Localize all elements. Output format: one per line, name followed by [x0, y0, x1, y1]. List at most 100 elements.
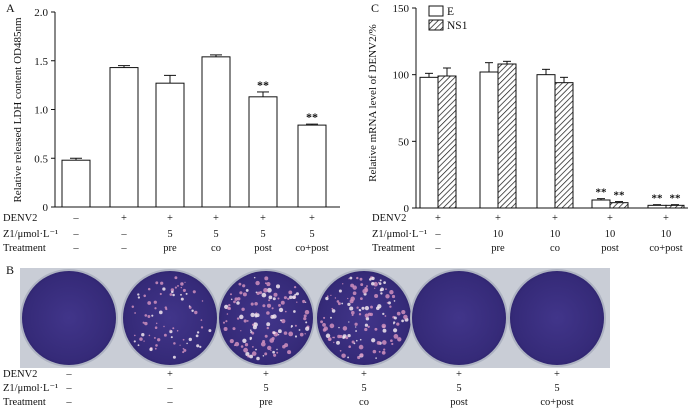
plaque-spot	[347, 333, 351, 338]
plaque-spot	[283, 331, 288, 335]
panel-c-bar-ns1	[497, 63, 517, 209]
plaque-spot	[251, 351, 257, 356]
plaque-spot	[383, 281, 386, 284]
plaque-spot	[364, 323, 368, 327]
plaque-spot	[270, 314, 275, 319]
plaque-spot	[393, 321, 396, 324]
plaque-spot	[331, 307, 334, 310]
panel-c-row-cell: –	[434, 243, 441, 254]
panel-a-row-cell: +	[167, 213, 173, 224]
panel-b-row-cell: –	[166, 383, 173, 394]
plaque-spot	[384, 315, 387, 317]
panel-c-row-cell: +	[552, 213, 558, 224]
panel-c-row-label: Treatment	[372, 243, 415, 254]
plaque-spot	[284, 310, 287, 313]
plaque-spot	[389, 305, 392, 308]
panel-b-row-cell: –	[65, 369, 72, 380]
plaque-spot	[358, 344, 364, 350]
plaque-spot	[254, 313, 257, 316]
plaque-spot	[155, 281, 159, 285]
plaque-spot	[304, 301, 307, 303]
plaque-spot	[184, 281, 186, 283]
plaque-spot	[361, 306, 365, 310]
plaque-spot	[250, 302, 254, 306]
well-stain	[412, 271, 506, 365]
panel-a-condition-table: DENV2 – + + + + + Z1/μmol·L⁻¹ – – 5 5 5 5 Treatment – – p…	[3, 213, 329, 254]
plaque-spot	[280, 319, 282, 322]
plaque-spot	[191, 309, 194, 312]
plaque-spot	[254, 302, 258, 306]
plaque-spot	[374, 287, 376, 289]
plaque-spot	[169, 329, 172, 332]
plaque-spot	[305, 321, 308, 324]
plaque-spot	[239, 291, 243, 295]
plaque-spot	[386, 302, 389, 304]
plaque-spot	[266, 289, 268, 291]
panel-b-row-cell: 5	[361, 383, 366, 394]
panel-c-row-cell: +	[435, 213, 441, 224]
panel-b-label: B	[6, 263, 14, 277]
panel-a-row-cell: +	[121, 213, 127, 224]
plaque-spot	[269, 338, 275, 343]
plaque-spot	[393, 300, 396, 302]
panel-b-row-label: Z1/μmol·L⁻¹	[3, 383, 58, 394]
plaque-spot	[259, 291, 263, 295]
panel-b-row-cell: 5	[554, 383, 559, 394]
plaque-spot	[359, 277, 363, 281]
panel-c-bar-ns1	[609, 202, 629, 209]
plaque-spot	[154, 326, 158, 329]
plaque-spot	[370, 305, 373, 309]
plaque-spot	[390, 339, 393, 343]
plaque-well	[20, 269, 118, 367]
panel-a-y-tick-label: 2.0	[34, 7, 48, 19]
panel-c-row-cell: 10	[605, 229, 616, 240]
plaque-spot	[336, 340, 340, 345]
plaque-spot	[351, 314, 354, 317]
plaque-spot	[355, 339, 358, 342]
plaque-spot	[222, 321, 226, 324]
plaque-spot	[362, 288, 368, 294]
plaque-spot	[249, 338, 252, 341]
plaque-spot	[250, 312, 255, 318]
plaque-spot	[137, 293, 140, 296]
plaque-spot	[342, 326, 348, 331]
plaque-spot	[387, 301, 391, 305]
plaque-spot	[169, 293, 173, 296]
panel-b-row-cell: 5	[263, 383, 268, 394]
plaque-spot	[179, 344, 181, 346]
panel-c-ticks: 0 50 100 150	[393, 3, 416, 215]
plaque-spot	[158, 310, 163, 315]
plaque-spot	[341, 302, 344, 305]
panel-c-bar-e	[647, 204, 667, 209]
plaque-spot	[347, 302, 351, 307]
panel-c-y-tick-label: 0	[404, 203, 410, 215]
plaque-spot	[247, 355, 250, 357]
plaque-spot	[278, 303, 281, 307]
plaque-spot	[236, 301, 240, 305]
plaque-spot	[147, 301, 152, 305]
panel-a-significance: **	[306, 110, 318, 124]
plaque-spot	[376, 340, 381, 345]
panel-a-row-cell: +	[213, 213, 219, 224]
well-stain	[219, 271, 313, 365]
plaque-spot	[238, 282, 242, 286]
panel-a-bar	[155, 82, 185, 208]
plaque-spot	[374, 327, 378, 331]
plaque-well	[121, 269, 219, 367]
panel-a-y-tick-label: 1.0	[34, 105, 48, 117]
panel-a-bar	[248, 96, 278, 208]
plaque-spot	[403, 314, 408, 320]
plaque-spot	[208, 329, 212, 333]
plaque-spot	[196, 344, 200, 348]
panel-c-row-label: DENV2	[372, 213, 406, 224]
plaque-spot	[350, 283, 355, 288]
plaque-spot	[391, 294, 396, 299]
plaque-spot	[355, 330, 358, 332]
panel-c-significance: **	[652, 193, 664, 205]
well-stain	[510, 271, 604, 365]
plaque-spot	[244, 343, 249, 347]
plaque-spot	[277, 329, 282, 334]
plaque-spot	[196, 331, 200, 334]
plaque-spot	[359, 353, 364, 357]
plaque-spot	[373, 281, 378, 287]
